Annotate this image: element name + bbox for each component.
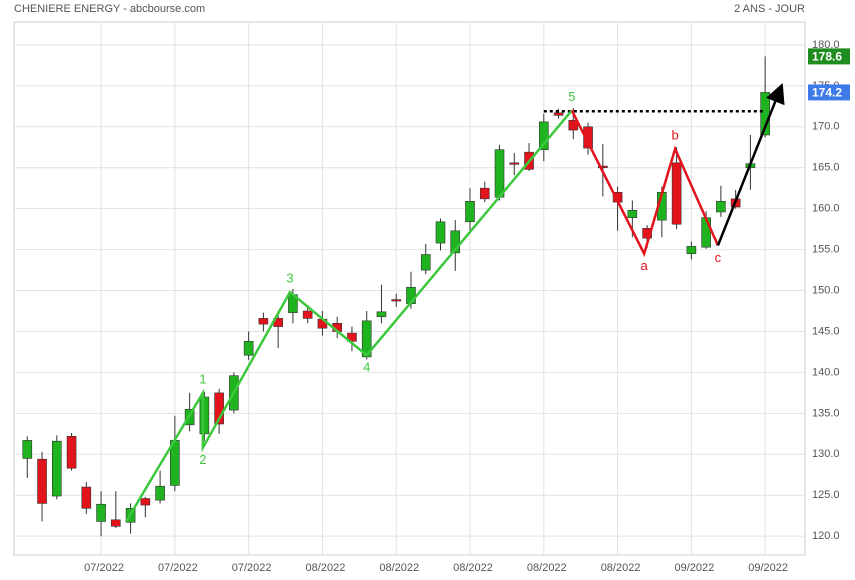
candle-body bbox=[494, 149, 505, 198]
candle-body bbox=[258, 318, 269, 325]
candle-body bbox=[81, 486, 92, 509]
candle-body bbox=[347, 332, 357, 342]
candle-body bbox=[37, 458, 47, 504]
candle-body bbox=[671, 162, 682, 225]
candle-body bbox=[553, 112, 564, 116]
candle-body bbox=[96, 503, 106, 522]
x-tick-label: 09/2022 bbox=[748, 562, 788, 574]
y-tick-label: 150.0 bbox=[812, 284, 840, 296]
price-marker bbox=[808, 84, 850, 101]
y-tick-label: 165.0 bbox=[812, 162, 840, 174]
candle-body bbox=[568, 119, 579, 131]
y-tick-label: 135.0 bbox=[812, 407, 840, 419]
x-tick-label: 08/2022 bbox=[527, 562, 567, 574]
candle-body bbox=[302, 310, 313, 319]
y-tick-label: 130.0 bbox=[812, 448, 840, 460]
y-tick-label: 125.0 bbox=[812, 489, 840, 501]
candle-body bbox=[701, 217, 711, 248]
candle-body bbox=[479, 187, 490, 200]
candle-body bbox=[716, 201, 726, 213]
x-tick-label: 08/2022 bbox=[379, 562, 419, 574]
candle-body bbox=[51, 440, 62, 497]
price-marker-label: 178.6 bbox=[812, 50, 842, 64]
price-marker-label: 174.2 bbox=[812, 86, 842, 100]
y-tick-label: 170.0 bbox=[812, 121, 840, 133]
wave-label: 3 bbox=[286, 271, 293, 286]
candle-body bbox=[140, 498, 151, 506]
y-tick-label: 140.0 bbox=[812, 366, 840, 378]
wave-line bbox=[716, 82, 785, 246]
candle-body bbox=[435, 221, 446, 244]
price-marker bbox=[808, 48, 850, 65]
x-tick-label: 08/2022 bbox=[306, 562, 346, 574]
wave-label: b bbox=[672, 127, 679, 142]
candle-body bbox=[111, 519, 121, 527]
x-tick-label: 07/2022 bbox=[232, 562, 272, 574]
x-tick-label: 07/2022 bbox=[84, 562, 124, 574]
candle-body bbox=[538, 121, 549, 151]
wave-label: 1 bbox=[199, 371, 206, 386]
y-tick-label: 155.0 bbox=[812, 244, 840, 256]
y-tick-label: 160.0 bbox=[812, 203, 840, 215]
wave-label: c bbox=[715, 250, 722, 265]
candle-body bbox=[376, 311, 387, 318]
wave-line bbox=[125, 109, 573, 523]
candle-body bbox=[391, 299, 402, 302]
wave-label: 5 bbox=[568, 89, 575, 104]
candle-body bbox=[465, 201, 475, 223]
candle-body bbox=[642, 228, 652, 239]
x-tick-label: 08/2022 bbox=[601, 562, 641, 574]
x-tick-label: 09/2022 bbox=[674, 562, 714, 574]
wave-line bbox=[570, 109, 720, 258]
candle-body bbox=[155, 485, 165, 501]
x-tick-label: 07/2022 bbox=[158, 562, 198, 574]
wave-label: a bbox=[641, 258, 649, 273]
y-tick-label: 145.0 bbox=[812, 325, 840, 337]
x-tick-label: 08/2022 bbox=[453, 562, 493, 574]
candle-body bbox=[627, 210, 638, 218]
candle-body bbox=[243, 341, 254, 356]
candle-body bbox=[420, 254, 431, 271]
candle-body bbox=[199, 396, 210, 435]
y-tick-label: 180.0 bbox=[812, 39, 840, 51]
candle-body bbox=[361, 320, 372, 358]
candle-body bbox=[583, 126, 593, 149]
candle-body bbox=[509, 162, 520, 165]
chart-subtitle: 2 ANS - JOUR bbox=[734, 3, 805, 15]
y-tick-label: 120.0 bbox=[812, 530, 840, 542]
candle-body bbox=[66, 435, 77, 469]
candle-body bbox=[598, 165, 608, 169]
candle-body bbox=[686, 246, 697, 255]
wave-label: 4 bbox=[363, 360, 370, 375]
chart-title: CHENIERE ENERGY - abcbourse.com bbox=[14, 3, 205, 15]
candle-body bbox=[450, 230, 461, 254]
wave-label: 2 bbox=[199, 452, 206, 467]
candle-body bbox=[22, 440, 33, 459]
